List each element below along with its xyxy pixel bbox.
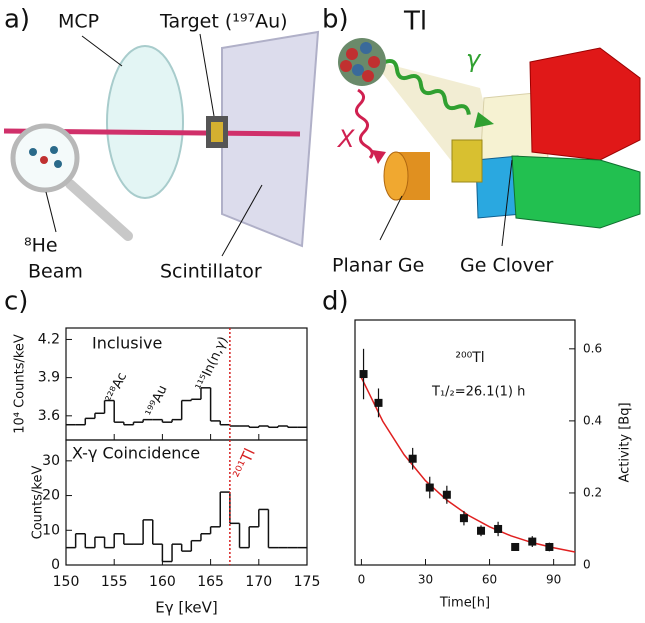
particle <box>50 146 58 154</box>
panel-title: Inclusive <box>92 334 162 353</box>
arrowhead <box>474 112 494 128</box>
x-tick-label: 0 <box>358 573 366 587</box>
magnifier-handle <box>65 179 133 241</box>
label: Ge Clover <box>460 255 554 277</box>
particle <box>29 148 37 156</box>
particle <box>40 156 48 164</box>
x-axis-label: Time[h] <box>439 596 490 611</box>
y-axis-label: Activity [Bq] <box>618 402 633 482</box>
plot-frame <box>65 439 308 566</box>
data-point <box>359 370 368 379</box>
x-tick-label: 160 <box>149 574 176 590</box>
data-point <box>511 542 520 551</box>
particle <box>54 160 62 168</box>
data-point <box>545 542 554 551</box>
x-tick-label: 155 <box>101 574 128 590</box>
panel-label: c) <box>4 287 28 317</box>
detector-crystal <box>511 155 641 229</box>
planar-detector <box>383 151 409 201</box>
nucleon <box>362 70 374 82</box>
label: Scintillator <box>160 261 262 283</box>
label: γ <box>466 45 482 73</box>
data-point <box>477 526 486 535</box>
label: ⁸He <box>24 235 58 257</box>
y-tick-label: 0.2 <box>583 485 602 499</box>
leader-line <box>81 35 123 67</box>
scintillator-plate <box>221 30 320 248</box>
x-ray <box>355 88 374 160</box>
panel-title: X-γ Coincidence <box>72 444 200 463</box>
y-tick-label: 3.9 <box>38 370 60 386</box>
panel-a: a) MCP Target (¹⁹⁷Au) ⁸He Beam Scintilla… <box>3 5 320 283</box>
nucleon <box>346 48 358 60</box>
data-point <box>408 454 417 463</box>
arrowhead <box>372 150 386 164</box>
y-tick-label: 0.6 <box>583 341 602 355</box>
nucleon <box>352 64 364 76</box>
detector-crystal <box>529 47 641 161</box>
y-tick-label: 0 <box>51 557 60 573</box>
leader-line <box>501 159 513 247</box>
nucleon <box>340 60 352 72</box>
leader-line <box>199 33 215 117</box>
data-point <box>442 490 451 499</box>
y-tick-label: 10 <box>42 522 60 538</box>
y-tick-label: 0.4 <box>583 413 602 427</box>
x-tick-label: 60 <box>482 573 497 587</box>
label: Planar Ge <box>332 255 424 277</box>
annotation: T₁/₂=26.1(1) h <box>431 385 525 400</box>
target-foil <box>211 122 223 142</box>
leader-line <box>45 191 57 233</box>
leader-line <box>221 184 263 257</box>
gamma-ray <box>384 58 471 115</box>
label: Beam <box>28 261 83 283</box>
data-point <box>425 483 434 492</box>
y-tick-label: 4.2 <box>38 331 60 347</box>
peak-label: ²²⁸Ac <box>103 370 130 405</box>
label: Target (¹⁹⁷Au) <box>159 11 288 33</box>
y-axis-label: 10⁴ Counts/keV <box>13 334 28 434</box>
y-axis-label: Counts/keV <box>31 466 46 540</box>
y-tick-label: 30 <box>42 453 60 469</box>
x-tick-label: 165 <box>197 574 224 590</box>
data-point <box>374 398 383 407</box>
x-tick-label: 30 <box>418 573 433 587</box>
mcp-disc <box>106 45 184 199</box>
panel-label: d) <box>322 287 349 317</box>
y-tick-label: 0 <box>583 558 591 572</box>
peak-label: ¹⁹⁹Au <box>143 383 170 419</box>
y-tick-label: 3.6 <box>38 408 60 424</box>
data-point <box>494 524 503 533</box>
x-tick-label: 150 <box>53 574 80 590</box>
panel-label: b) <box>322 5 349 35</box>
x-tick-label: 170 <box>245 574 272 590</box>
annotation: ²⁰⁰Tl <box>455 350 484 366</box>
nucleon <box>368 56 380 68</box>
label: MCP <box>58 11 99 33</box>
label: X <box>336 125 355 153</box>
x-tick-label: 175 <box>294 574 321 590</box>
x-tick-label: 90 <box>546 573 561 587</box>
panel-b: b) Tl γ X Planar Ge Ge Clover <box>322 5 641 277</box>
panel-label: a) <box>4 5 30 35</box>
data-point <box>459 514 468 523</box>
target-foil <box>451 139 483 183</box>
marker-label: ²⁰¹Tl <box>229 446 259 482</box>
peak-label: ¹¹⁵In(n,γ) <box>193 334 231 393</box>
y-tick-label: 20 <box>42 488 60 504</box>
data-point <box>528 537 537 546</box>
plot-frame <box>354 319 576 566</box>
leader-line <box>379 195 403 241</box>
x-axis-label: Eγ [keV] <box>155 599 217 617</box>
nucleon <box>360 42 372 54</box>
label: Tl <box>403 7 427 37</box>
fit-curve <box>360 377 576 553</box>
